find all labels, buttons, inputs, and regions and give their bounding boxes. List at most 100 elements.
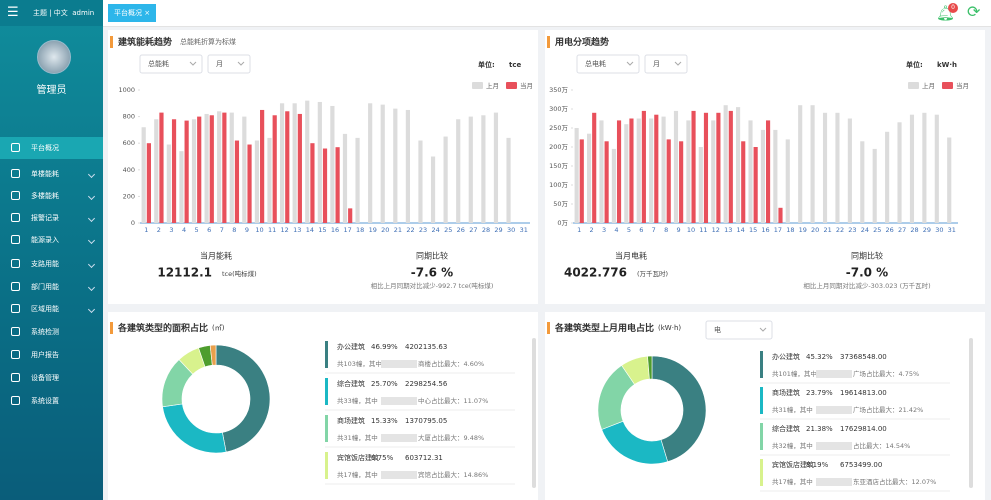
bar bbox=[785, 139, 790, 223]
menu-icon bbox=[11, 350, 20, 359]
x-tick-label: 5 bbox=[627, 226, 631, 234]
unit: tce bbox=[509, 61, 521, 69]
bar bbox=[673, 110, 679, 223]
bar bbox=[222, 112, 227, 223]
menu-item[interactable]: 部门用能 bbox=[0, 276, 103, 298]
top-bar: 平台概况 × 🔔︎ 0 ⟳ bbox=[103, 0, 991, 27]
legend-amount: 4202135.63 bbox=[405, 343, 447, 351]
bar bbox=[736, 107, 741, 223]
legend-amount: 37368548.00 bbox=[840, 353, 887, 361]
x-tick-label: 22 bbox=[406, 226, 414, 234]
blurred-text bbox=[381, 434, 417, 442]
bar bbox=[217, 111, 222, 223]
bar bbox=[579, 139, 584, 223]
menu-icon bbox=[11, 396, 20, 405]
menu-label: 能源录入 bbox=[31, 236, 59, 244]
x-tick-label: 3 bbox=[602, 226, 606, 234]
menu-item[interactable]: 报警记录 bbox=[0, 207, 103, 229]
theme-link[interactable]: 主题 | 中文 bbox=[33, 9, 68, 17]
bar bbox=[599, 120, 604, 223]
blurred-text bbox=[381, 471, 417, 479]
x-tick-label: 21 bbox=[394, 226, 402, 234]
x-tick-label: 4 bbox=[614, 226, 618, 234]
summary-value: -7.6 % bbox=[411, 266, 453, 280]
menu-item[interactable]: 多楼能耗 bbox=[0, 185, 103, 207]
menu-item[interactable]: 支路用能 bbox=[0, 253, 103, 275]
x-tick-label: 2 bbox=[590, 226, 594, 234]
bar bbox=[624, 124, 629, 223]
dropdown-caret bbox=[237, 61, 245, 66]
x-tick-label: 26 bbox=[457, 226, 465, 234]
dropdown[interactable] bbox=[705, 320, 773, 340]
bar bbox=[835, 112, 840, 223]
legend-name: 宾馆饭店建筑 bbox=[337, 453, 379, 462]
menu-toggle[interactable]: ☰ bbox=[7, 5, 19, 20]
x-tick-label: 4 bbox=[182, 226, 186, 234]
legend-bar bbox=[325, 378, 328, 405]
dropdown-label: 月 bbox=[216, 60, 223, 68]
legend-name: 办公建筑 bbox=[337, 342, 365, 351]
menu-item[interactable]: 能源录入 bbox=[0, 229, 103, 251]
bar bbox=[897, 122, 902, 223]
menu-item[interactable]: 系统检测 bbox=[0, 321, 103, 343]
bar bbox=[636, 118, 641, 223]
legend-bar bbox=[760, 423, 763, 450]
x-tick-label: 20 bbox=[381, 226, 389, 234]
legend-count: 共103幢，其中 bbox=[337, 359, 382, 368]
menu-item[interactable]: 平台概况 bbox=[0, 137, 103, 159]
legend-label: 当月 bbox=[956, 81, 969, 90]
bar bbox=[934, 114, 939, 223]
user-link[interactable]: admin bbox=[72, 9, 95, 17]
bar bbox=[885, 131, 890, 223]
bar bbox=[616, 120, 622, 223]
dropdown[interactable] bbox=[576, 54, 640, 74]
menu-label: 设备管理 bbox=[31, 374, 59, 382]
refresh[interactable]: ⟳ bbox=[967, 2, 981, 21]
menu-item[interactable]: 区域用能 bbox=[0, 298, 103, 320]
bar bbox=[728, 110, 733, 223]
menu-label: 报警记录 bbox=[31, 214, 59, 222]
bar bbox=[456, 119, 461, 223]
menu-icon bbox=[11, 259, 20, 268]
bar bbox=[641, 110, 646, 223]
tab[interactable]: 平台概况 × bbox=[108, 4, 157, 22]
bar bbox=[247, 144, 252, 223]
legend-percent: 21.38% bbox=[806, 425, 833, 433]
dropdown-label: 电 bbox=[714, 325, 721, 334]
x-tick-label: 11 bbox=[699, 226, 707, 234]
menu-item[interactable]: 用户报告 bbox=[0, 344, 103, 366]
legend-max: 商楼占比最大：4.60% bbox=[418, 359, 484, 368]
menu-item[interactable]: 单楼能耗 bbox=[0, 163, 103, 185]
dropdown[interactable] bbox=[139, 54, 203, 74]
bar bbox=[741, 141, 746, 223]
menu-icon bbox=[11, 191, 20, 200]
legend-count: 共17幢，其中 bbox=[337, 470, 378, 479]
subtitle: 总能耗折算为标煤 bbox=[180, 37, 236, 46]
bar bbox=[798, 105, 803, 223]
x-tick-label: 2 bbox=[157, 226, 161, 234]
y-tick-label: 150万 bbox=[549, 162, 568, 170]
legend-name: 宾馆饭店建筑 bbox=[772, 460, 814, 469]
menu-item[interactable]: 系统设置 bbox=[0, 390, 103, 412]
bar bbox=[810, 105, 815, 223]
menu-item[interactable]: 设备管理 bbox=[0, 367, 103, 389]
x-tick-label: 13 bbox=[724, 226, 732, 234]
bar bbox=[166, 144, 171, 223]
bar bbox=[468, 116, 473, 223]
dropdown-caret bbox=[759, 327, 767, 332]
dropdown[interactable] bbox=[644, 54, 688, 74]
bar bbox=[698, 147, 703, 223]
menu-icon bbox=[11, 235, 20, 244]
bar bbox=[154, 119, 159, 223]
legend-percent: 8.19% bbox=[806, 461, 829, 469]
legend-swatch bbox=[942, 82, 953, 89]
tab-close[interactable]: × bbox=[144, 9, 151, 17]
dropdown-caret bbox=[626, 61, 634, 66]
legend-amount: 2298254.56 bbox=[405, 380, 448, 388]
x-tick-label: 5 bbox=[195, 226, 199, 234]
dropdown[interactable] bbox=[207, 54, 251, 74]
menu-label: 平台概况 bbox=[31, 144, 59, 152]
y-tick-label: 0 bbox=[131, 219, 135, 227]
y-tick-label: 400 bbox=[123, 166, 135, 174]
